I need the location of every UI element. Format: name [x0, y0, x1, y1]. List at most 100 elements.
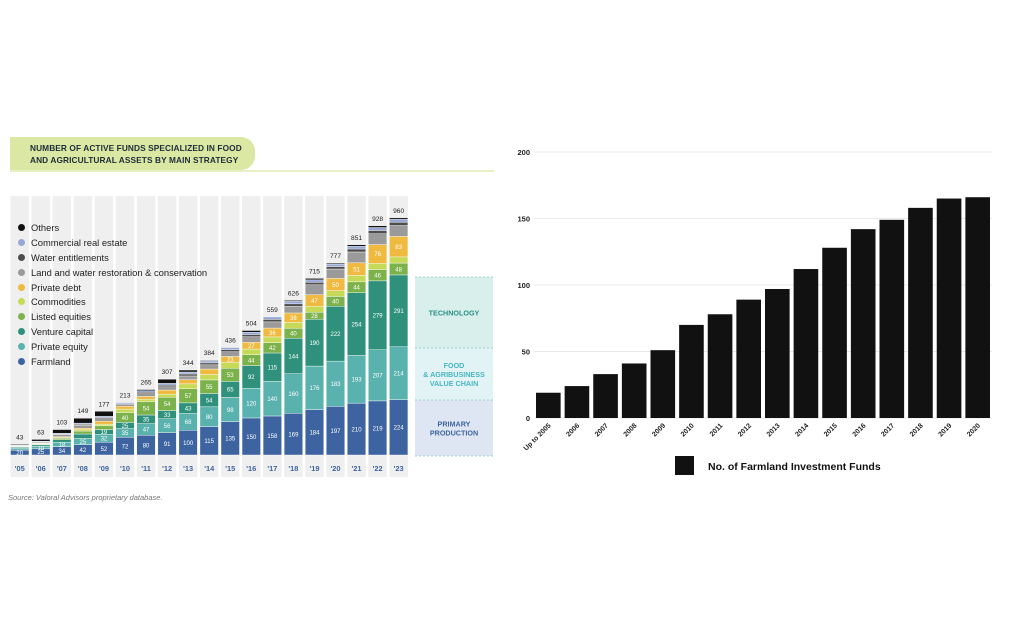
- data-label-private-equity: 160: [288, 392, 299, 398]
- bar-segment-land-and-water-restoration-conservation: [326, 268, 345, 279]
- bar-segment-commodities: [326, 290, 345, 297]
- x-tick-label: 2008: [623, 422, 639, 438]
- bar-segment-water-entitlements: [389, 222, 409, 226]
- bar-segment-others: [73, 417, 93, 424]
- legend-item-private-debt: Private debt: [18, 280, 207, 295]
- total-label: 436: [225, 337, 236, 344]
- data-label-farmland: 158: [267, 434, 278, 440]
- bar-segment-commodities: [262, 336, 282, 343]
- bar-segment-land-and-water-restoration-conservation: [283, 306, 303, 314]
- bar-segment-water-entitlements: [347, 248, 366, 253]
- total-label: 559: [267, 307, 278, 314]
- bar-segment-others: [31, 439, 51, 442]
- data-label-private-equity: 80: [206, 415, 213, 421]
- bar-segment-listed-equities: [94, 425, 114, 430]
- data-label-venture-capital: 43: [185, 406, 192, 412]
- data-label-private-equity: 183: [330, 382, 341, 388]
- total-label: 626: [288, 290, 299, 297]
- legend-swatch: [18, 343, 25, 351]
- left-chart-source-note: Source: Valoral Advisors proprietary dat…: [8, 493, 163, 502]
- data-label-listed-equities: 44: [248, 358, 255, 364]
- data-label-farmland: 150: [246, 435, 257, 441]
- segment-band-technology: [415, 277, 493, 348]
- bar-segment-land-and-water-restoration-conservation: [241, 336, 261, 343]
- bar-segment-water-entitlements: [368, 230, 388, 234]
- bar-segment-others: [241, 330, 261, 333]
- bar-segment-others: [368, 225, 388, 228]
- data-label-listed-equities: 40: [332, 300, 339, 306]
- legend-swatch: [18, 328, 25, 336]
- segment-band-label: PRIMARY: [438, 420, 471, 429]
- data-label-private-equity: 98: [227, 408, 234, 414]
- segment-band-label: VALUE CHAIN: [430, 379, 479, 388]
- legend-label: Commercial real estate: [31, 236, 128, 248]
- bar: [679, 324, 704, 418]
- x-tick-label: '23: [394, 464, 404, 473]
- data-label-private-equity: 47: [143, 428, 150, 434]
- data-label-venture-capital: 92: [248, 375, 255, 381]
- x-tick-label: '15: [225, 464, 235, 473]
- bar-segment-commodities: [283, 322, 303, 329]
- x-tick-label: '19: [309, 464, 319, 473]
- data-label-private-equity: 176: [309, 386, 320, 392]
- bar: [564, 386, 590, 418]
- bar: [822, 247, 847, 418]
- bar-segment-commercial-real-estate: [157, 383, 177, 386]
- data-label-private-equity: 193: [352, 378, 363, 384]
- data-label-private-debt: 50: [332, 283, 339, 289]
- data-label-farmland: 91: [164, 442, 171, 448]
- total-label: 344: [183, 360, 194, 367]
- data-label-listed-equities: 42: [269, 346, 276, 352]
- data-label-venture-capital: 33: [164, 413, 171, 419]
- bar-segment-commercial-real-estate: [220, 347, 240, 350]
- bar-segment-commodities: [136, 398, 156, 402]
- total-label: 504: [246, 321, 257, 328]
- bar-segment-water-entitlements: [305, 282, 324, 286]
- bar-segment-commercial-real-estate: [136, 390, 156, 393]
- total-label: 928: [372, 216, 383, 223]
- data-label-private-equity: 18: [59, 443, 66, 449]
- data-label-venture-capital: 25: [122, 424, 129, 430]
- bar-segment-commercial-real-estate: [347, 246, 366, 250]
- bar-segment-commercial-real-estate: [305, 279, 324, 283]
- bar-segment-others: [389, 217, 409, 220]
- data-label-private-debt: 36: [269, 331, 276, 337]
- bar: [621, 363, 647, 418]
- bar-segment-commodities: [389, 256, 409, 264]
- legend-label: Water entitlements: [31, 251, 109, 263]
- bar-segment-commercial-real-estate: [262, 316, 282, 320]
- x-tick-label: '14: [204, 464, 215, 473]
- total-label: 213: [119, 392, 130, 399]
- data-label-private-equity: 140: [267, 397, 278, 403]
- total-label: 851: [351, 235, 362, 242]
- legend-swatch: [675, 456, 694, 475]
- bar: [736, 299, 761, 418]
- legend-label: Land and water restoration & conservatio…: [31, 266, 208, 278]
- total-label: 715: [309, 268, 320, 275]
- x-tick-label: 2009: [651, 422, 667, 438]
- bar-segment-commodities: [178, 383, 198, 390]
- bar: [650, 350, 676, 418]
- bar-segment-commodities: [347, 275, 366, 283]
- total-label: 63: [37, 429, 45, 436]
- bar-segment-venture-capital: [73, 433, 93, 439]
- data-label-listed-equities: 40: [122, 416, 129, 422]
- bar: [879, 219, 905, 418]
- legend-swatch: [18, 238, 25, 246]
- legend-label: Private debt: [31, 281, 82, 293]
- total-label: 265: [141, 380, 152, 387]
- bar-segment-private-debt: [178, 379, 198, 385]
- data-label-farmland: 184: [309, 431, 320, 437]
- bar-segment-listed-equities: [73, 430, 93, 435]
- x-tick-label: 2019: [938, 422, 954, 438]
- x-tick-label: 2012: [737, 422, 753, 438]
- data-label-listed-equities: 44: [353, 286, 360, 292]
- year-column-background: [10, 196, 29, 477]
- bar-segment-water-entitlements: [220, 349, 240, 352]
- data-label-venture-capital: 115: [268, 365, 278, 371]
- data-label-private-equity: 56: [164, 424, 171, 430]
- left-chart-title-line-2: AND AGRICULTURAL ASSETS BY MAIN STRATEGY: [30, 155, 239, 165]
- bar-segment-water-entitlements: [326, 266, 345, 270]
- data-label-venture-capital: 291: [394, 309, 405, 315]
- legend-label: No. of Farmland Investment Funds: [708, 461, 881, 473]
